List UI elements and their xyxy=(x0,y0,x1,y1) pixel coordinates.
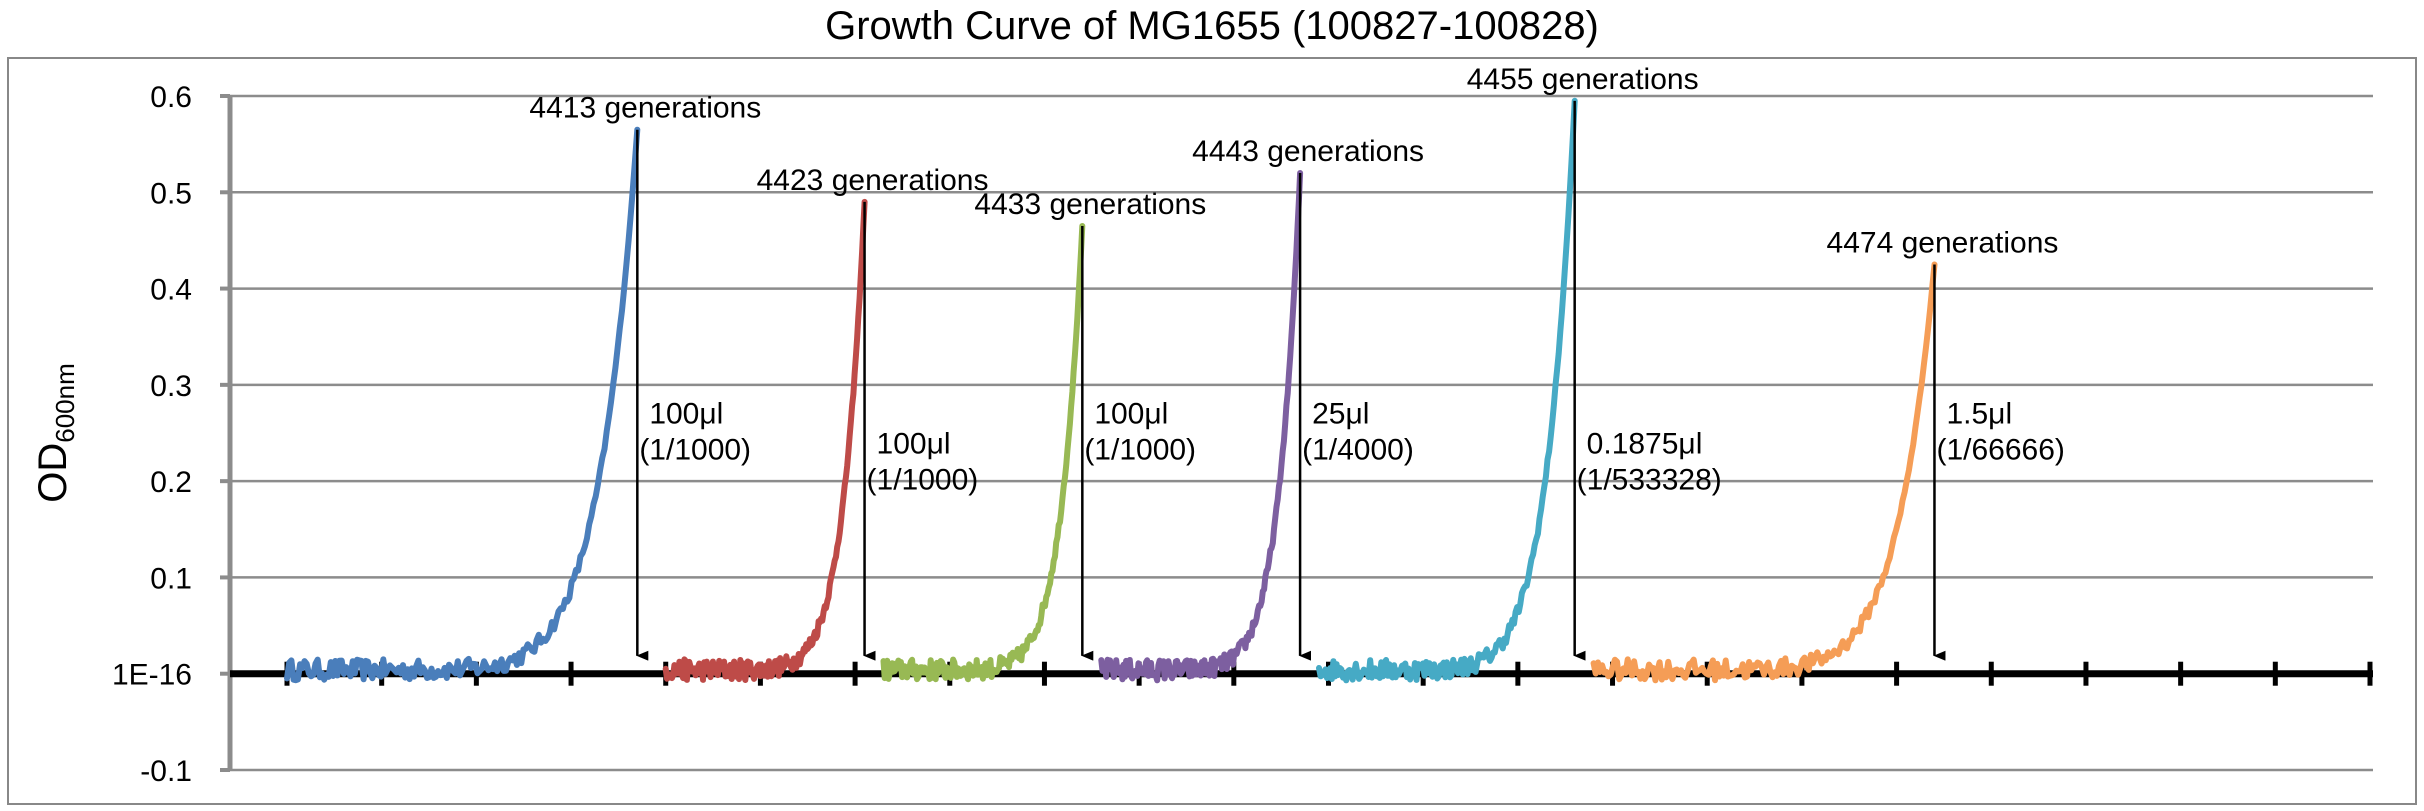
y-tick-label: 0.6 xyxy=(150,81,192,114)
chart-title: Growth Curve of MG1655 (100827-100828) xyxy=(825,4,1599,48)
dilution-volume: 100μl xyxy=(649,397,723,430)
y-tick-label: 0.3 xyxy=(150,370,192,403)
y-tick-label: 0.4 xyxy=(150,274,192,307)
dilution-volume: 100μl xyxy=(877,427,951,460)
y-axis-title: OD600nm xyxy=(31,363,80,503)
series-3-line xyxy=(880,223,1086,683)
y-axis-title-main: OD xyxy=(31,443,75,503)
generation-label: 4455 generations xyxy=(1467,63,1699,96)
chart-frame xyxy=(7,57,2417,805)
dilution-ratio: (1/1000) xyxy=(867,463,979,496)
generation-label: 4423 generations xyxy=(757,164,989,197)
generation-label: 4443 generations xyxy=(1192,135,1424,168)
y-tick-label: 1E-16 xyxy=(112,659,192,692)
dilution-volume: 25μl xyxy=(1312,397,1369,430)
dilution-ratio: (1/66666) xyxy=(1936,433,2064,466)
y-tick-label: -0.1 xyxy=(140,755,192,788)
y-tick-label: 0.2 xyxy=(150,466,192,499)
y-tick-label: 0.5 xyxy=(150,177,192,210)
dilution-volume: 100μl xyxy=(1094,397,1168,430)
dilution-ratio: (1/1000) xyxy=(639,433,751,466)
series-2-line xyxy=(662,198,868,683)
y-tick-label: 0.1 xyxy=(150,562,192,595)
series-6-line xyxy=(1590,261,1938,684)
series-1-line xyxy=(284,126,641,684)
dilution-volume: 0.1875μl xyxy=(1587,427,1703,460)
dilution-ratio: (1/4000) xyxy=(1302,433,1414,466)
dilution-ratio: (1/1000) xyxy=(1084,433,1196,466)
dilution-volume: 1.5μl xyxy=(1946,397,2012,430)
generation-label: 4433 generations xyxy=(974,188,1206,221)
dilution-ratio: (1/533328) xyxy=(1577,463,1722,496)
y-axis-title-sub: 600nm xyxy=(50,363,80,443)
generation-label: 4474 generations xyxy=(1827,227,2059,260)
series-5-line xyxy=(1316,97,1578,684)
generation-label: 4413 generations xyxy=(529,92,761,125)
series-4-line xyxy=(1098,170,1304,684)
